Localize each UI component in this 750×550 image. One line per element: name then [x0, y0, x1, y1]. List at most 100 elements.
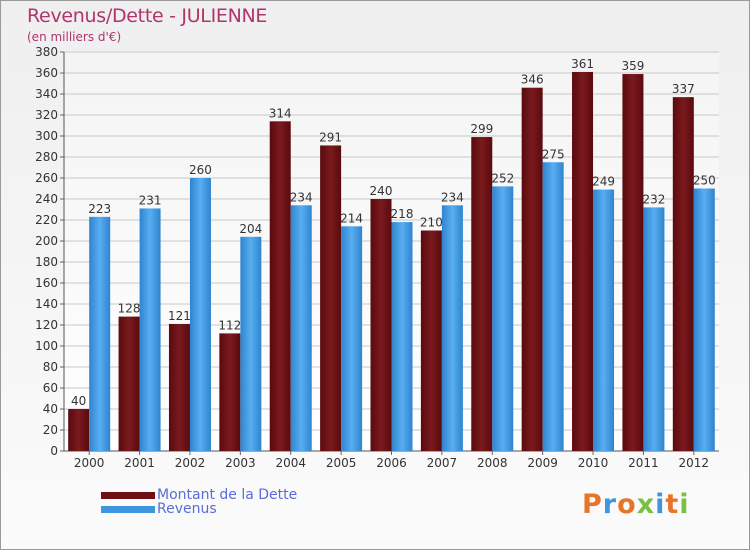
legend-swatch-debt: [101, 492, 155, 499]
bar-revenue: [492, 186, 514, 451]
y-tick-label: 60: [43, 381, 58, 395]
y-tick-label: 220: [35, 213, 58, 227]
chart-subtitle: (en milliers d'€): [27, 30, 122, 44]
bar-debt: [269, 121, 291, 452]
logo-letter: r: [602, 489, 618, 520]
x-tick-label: 2008: [477, 456, 508, 470]
proxiti-logo[interactable]: Proxiti: [582, 489, 690, 520]
data-label-revenue: 218: [391, 207, 414, 221]
data-label-revenue: 204: [239, 222, 262, 236]
data-label-debt: 314: [269, 106, 292, 120]
data-label-debt: 359: [621, 59, 644, 73]
data-label-revenue: 214: [340, 211, 363, 225]
data-label-revenue: 275: [542, 147, 565, 161]
bar-debt: [68, 409, 90, 451]
y-tick-label: 40: [43, 402, 58, 416]
data-label-revenue: 234: [290, 190, 313, 204]
y-tick-label: 100: [35, 339, 58, 353]
data-label-revenue: 231: [139, 193, 162, 207]
bar-debt: [219, 333, 241, 451]
bar-debt: [370, 199, 392, 451]
x-tick-label: 2009: [527, 456, 558, 470]
y-tick-label: 280: [35, 150, 58, 164]
logo-letter: i: [679, 489, 690, 520]
x-tick-label: 2011: [628, 456, 659, 470]
x-tick-label: 2005: [326, 456, 357, 470]
data-label-debt: 299: [470, 122, 493, 136]
x-tick-label: 2003: [225, 456, 256, 470]
y-tick-label: 320: [35, 108, 58, 122]
data-label-debt: 128: [118, 302, 141, 316]
y-tick-label: 260: [35, 171, 58, 185]
logo-letter: t: [665, 489, 680, 520]
y-tick-label: 240: [35, 192, 58, 206]
legend-label-revenue: Revenus: [157, 501, 217, 517]
x-tick-label: 2001: [124, 456, 155, 470]
bar-debt: [118, 316, 140, 451]
x-tick-label: 2007: [427, 456, 458, 470]
bar-debt: [672, 97, 694, 452]
data-label-debt: 337: [672, 82, 695, 96]
data-label-debt: 112: [218, 318, 241, 332]
bar-revenue: [441, 205, 463, 451]
data-label-debt: 40: [71, 394, 86, 408]
x-tick-label: 2002: [175, 456, 206, 470]
data-label-revenue: 252: [491, 171, 514, 185]
logo-letter: P: [582, 489, 603, 520]
y-tick-label: 0: [50, 444, 58, 458]
bar-revenue: [189, 178, 211, 451]
bar-debt: [320, 145, 342, 451]
bar-debt: [420, 230, 442, 451]
bar-debt: [168, 323, 190, 451]
bar-revenue: [240, 236, 262, 451]
data-label-debt: 361: [571, 57, 594, 71]
x-tick-label: 2006: [376, 456, 407, 470]
y-tick-label: 200: [35, 234, 58, 248]
y-tick-label: 80: [43, 360, 58, 374]
chart-title: Revenus/Dette - JULIENNE: [27, 5, 268, 27]
bar-revenue: [341, 226, 363, 451]
legend-label-debt: Montant de la Dette: [157, 487, 298, 503]
bar-revenue: [542, 162, 564, 451]
legend-swatch-revenue: [101, 506, 155, 513]
bar-debt: [622, 74, 644, 452]
data-label-debt: 346: [521, 73, 544, 87]
y-tick-label: 180: [35, 255, 58, 269]
bar-debt: [471, 137, 493, 452]
y-tick-label: 160: [35, 276, 58, 290]
data-label-revenue: 249: [592, 175, 615, 189]
y-tick-label: 340: [35, 87, 58, 101]
bar-revenue: [391, 222, 413, 451]
data-label-revenue: 234: [441, 190, 464, 204]
bar-debt: [572, 71, 594, 451]
data-label-revenue: 250: [693, 174, 716, 188]
bar-revenue: [593, 189, 615, 452]
bar-revenue: [89, 216, 111, 451]
logo-letter: i: [655, 489, 666, 520]
data-label-revenue: 223: [88, 202, 111, 216]
data-label-debt: 121: [168, 309, 191, 323]
bar-revenue: [693, 188, 715, 451]
x-tick-label: 2012: [679, 456, 710, 470]
y-tick-label: 300: [35, 129, 58, 143]
x-tick-label: 2004: [275, 456, 306, 470]
data-label-revenue: 260: [189, 163, 212, 177]
bar-revenue: [139, 208, 161, 451]
data-label-debt: 240: [370, 184, 393, 198]
y-tick-label: 120: [35, 318, 58, 332]
data-label-debt: 210: [420, 216, 443, 230]
y-tick-label: 140: [35, 297, 58, 311]
y-tick-label: 20: [43, 423, 58, 437]
logo-letter: x: [636, 489, 656, 520]
data-label-debt: 291: [319, 130, 342, 144]
x-tick-label: 2000: [74, 456, 105, 470]
bar-revenue: [643, 207, 665, 451]
logo-letter: o: [617, 489, 637, 520]
x-tick-label: 2010: [578, 456, 609, 470]
data-label-revenue: 232: [642, 192, 665, 206]
bar-debt: [521, 87, 543, 451]
bar-revenue: [290, 205, 312, 451]
y-tick-label: 380: [35, 45, 58, 59]
